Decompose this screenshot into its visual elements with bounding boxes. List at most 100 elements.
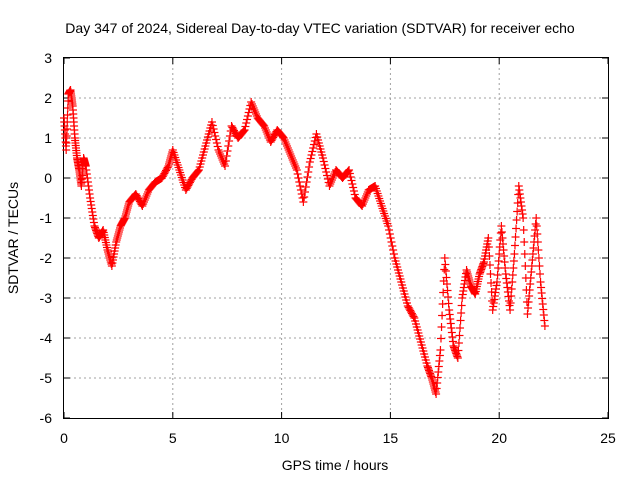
data-point (533, 230, 542, 238)
data-point (62, 132, 71, 140)
data-point (308, 147, 317, 156)
data-point (194, 167, 203, 175)
data-point (306, 154, 315, 163)
data-point (509, 257, 518, 265)
x-tick-label: 5 (169, 430, 177, 446)
data-point (138, 202, 147, 210)
data-point (209, 125, 218, 133)
data-point (511, 233, 520, 241)
data-point (507, 292, 516, 300)
data-point (350, 190, 359, 199)
data-point (487, 279, 496, 287)
data-point (300, 193, 309, 201)
data-point (349, 183, 358, 192)
data-point (510, 241, 519, 250)
data-point (348, 180, 357, 188)
data-point (384, 222, 393, 230)
data-point (484, 234, 493, 242)
data-point (140, 196, 149, 204)
data-point (512, 224, 521, 233)
data-point (533, 238, 542, 246)
data-point (494, 264, 503, 272)
data-point (287, 152, 296, 160)
data-point (261, 124, 270, 132)
data-point (247, 100, 256, 108)
data-point (260, 122, 269, 130)
data-point (242, 119, 251, 127)
data-point (385, 226, 394, 234)
data-point (290, 160, 299, 168)
data-point (321, 164, 330, 173)
data-point (281, 138, 290, 146)
chart-title: Day 347 of 2024, Sidereal Day-to-day VTE… (65, 20, 575, 36)
data-point (362, 192, 371, 200)
data-point (309, 140, 318, 149)
data-point (225, 137, 234, 145)
y-axis-title: SDTVAR / TECUs (5, 182, 21, 294)
data-point (440, 265, 449, 274)
plot-frame (63, 57, 609, 419)
data-point (305, 163, 314, 171)
data-point (519, 214, 528, 222)
data-point (208, 121, 217, 130)
data-point (210, 128, 219, 137)
data-point (329, 172, 338, 180)
data-point (456, 324, 465, 332)
data-point (292, 166, 301, 174)
data-point (361, 194, 370, 202)
data-point (62, 146, 71, 154)
data-point (296, 182, 305, 190)
data-point (388, 242, 397, 250)
data-point (358, 200, 367, 208)
data-point (309, 144, 318, 152)
data-point (238, 128, 247, 136)
data-point (536, 270, 544, 278)
data-point (389, 250, 398, 258)
data-point (292, 164, 301, 172)
data-point (300, 188, 309, 196)
data-point (345, 169, 354, 178)
data-point (62, 139, 71, 147)
data-point (485, 252, 494, 260)
data-point (534, 246, 543, 254)
data-point (62, 125, 71, 133)
data-point (221, 162, 230, 170)
data-point (496, 229, 505, 237)
data-point (263, 130, 272, 138)
data-point (513, 207, 522, 216)
data-point (216, 150, 225, 158)
data-point (389, 246, 398, 254)
data-point (249, 104, 258, 112)
y-tick-label: 2 (44, 90, 52, 106)
data-point (322, 168, 331, 176)
data-point (293, 170, 302, 178)
data-point (457, 301, 466, 310)
data-point (327, 176, 336, 184)
data-point (283, 144, 292, 152)
data-point (532, 222, 541, 230)
data-point (346, 173, 355, 181)
data-point (506, 306, 515, 314)
y-tick-label: -1 (40, 210, 53, 226)
data-point (439, 288, 448, 297)
data-point (63, 104, 72, 112)
data-point (63, 111, 72, 119)
data-point (506, 299, 515, 307)
data-point (139, 200, 148, 208)
data-point (291, 162, 300, 170)
data-point (239, 127, 248, 135)
data-point (286, 150, 295, 158)
data-point (386, 234, 395, 242)
data-point (243, 115, 252, 124)
data-point (454, 346, 463, 355)
data-point (486, 270, 495, 278)
y-tick-label: 1 (44, 130, 52, 146)
data-point (494, 257, 503, 265)
data-point (305, 158, 314, 166)
data-point (540, 322, 549, 330)
data-point (409, 312, 418, 321)
data-point (453, 354, 462, 362)
y-tick-label: -6 (40, 410, 53, 426)
y-tick-label: -2 (40, 250, 53, 266)
